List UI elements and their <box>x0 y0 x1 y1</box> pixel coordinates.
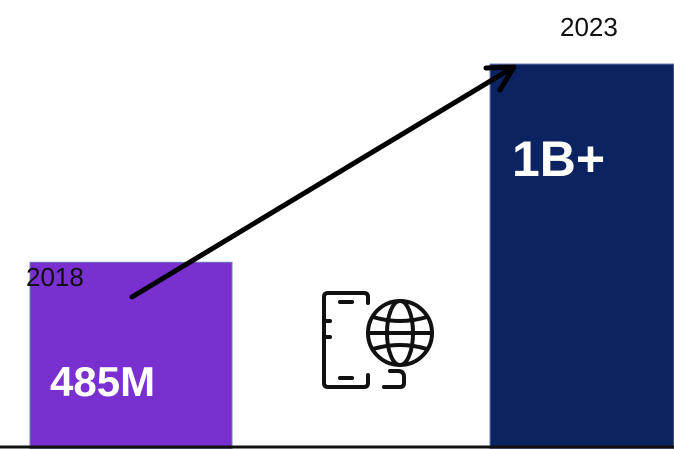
arrow-head <box>483 64 517 93</box>
data-label-2018: 485M <box>50 358 156 405</box>
tick-label-2023: 2023 <box>560 12 618 42</box>
mobile-globe-icon <box>320 291 436 399</box>
tick-label-2018: 2018 <box>26 262 84 292</box>
data-label-2023: 1B+ <box>512 131 606 187</box>
arrow-icon <box>129 65 515 300</box>
bar-2018 <box>29 261 233 449</box>
bar-2023 <box>489 63 674 449</box>
